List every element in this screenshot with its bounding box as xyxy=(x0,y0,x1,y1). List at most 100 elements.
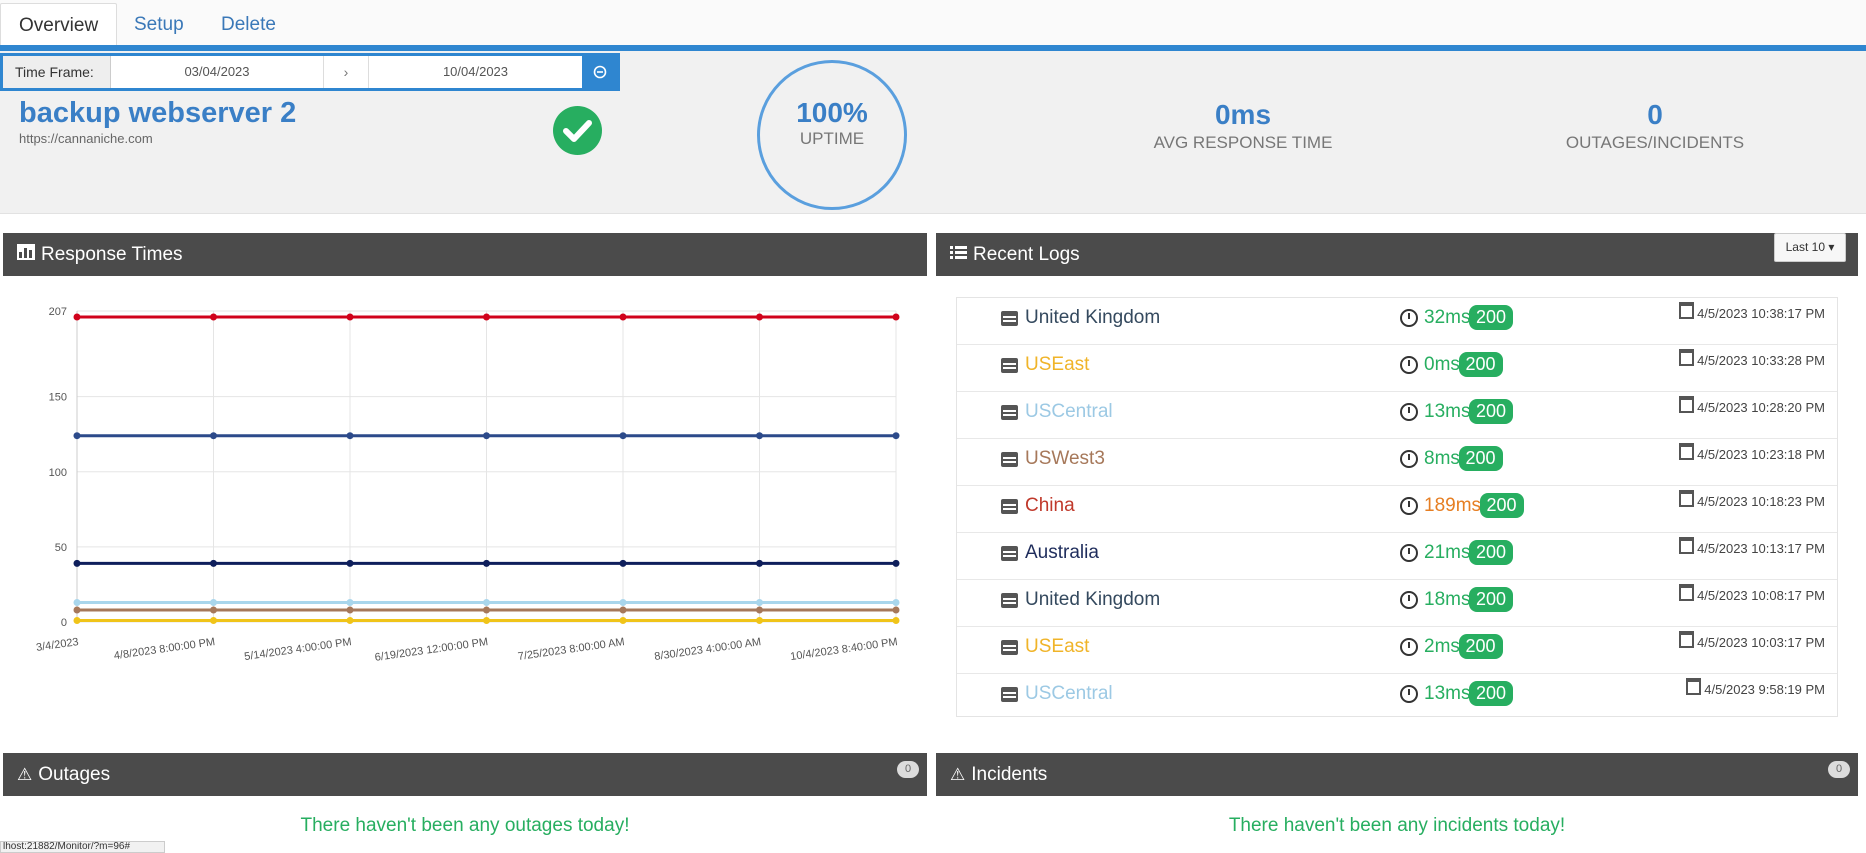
log-location[interactable]: USWest3 xyxy=(1025,448,1105,469)
y-tick-label: 0 xyxy=(61,617,67,629)
data-point xyxy=(483,606,490,614)
check-circle-icon xyxy=(553,106,602,155)
log-timestamp: 4/5/2023 10:03:17 PM xyxy=(1679,627,1825,659)
log-timestamp: 4/5/2023 10:33:28 PM xyxy=(1679,345,1825,377)
data-point xyxy=(346,616,354,624)
x-tick-label: 6/19/2023 12:00:00 PM xyxy=(374,636,489,664)
server-icon xyxy=(1001,311,1018,326)
tab-overview[interactable]: Overview xyxy=(0,3,118,46)
stopwatch-icon xyxy=(1400,638,1418,656)
log-location[interactable]: USEast xyxy=(1025,354,1090,375)
server-icon xyxy=(1001,640,1018,655)
log-location[interactable]: USCentral xyxy=(1025,683,1113,704)
monitor-name: backup webserver 2 xyxy=(19,97,297,129)
data-point xyxy=(210,616,217,624)
x-tick-label: 10/4/2023 8:40:00 PM xyxy=(790,636,899,663)
log-response-time: 13ms xyxy=(1424,683,1471,704)
data-point xyxy=(346,432,354,440)
data-point xyxy=(756,616,763,624)
data-point xyxy=(756,606,763,614)
data-point xyxy=(73,616,81,624)
response-times-header: Response Times xyxy=(3,233,927,276)
y-tick-label: 50 xyxy=(55,542,67,554)
y-tick-label: 207 xyxy=(49,306,67,318)
timeframe-end-input[interactable]: 10/04/2023 xyxy=(442,64,509,79)
log-response-time: 13ms xyxy=(1424,401,1471,422)
outages-title: Outages xyxy=(38,764,111,785)
log-location[interactable]: Australia xyxy=(1025,542,1099,563)
data-point xyxy=(619,313,627,321)
log-response-time: 32ms xyxy=(1424,307,1471,328)
data-point xyxy=(892,598,900,606)
incidents-empty-message: There haven't been any incidents today! xyxy=(1228,815,1566,836)
logs-filter-dropdown[interactable]: Last 10 ▾ xyxy=(1774,233,1846,262)
tab-setup[interactable]: Setup xyxy=(134,14,184,35)
data-point xyxy=(756,598,763,606)
log-status-code: 200 xyxy=(1469,305,1514,330)
log-status-code: 200 xyxy=(1469,587,1514,612)
log-location[interactable]: USEast xyxy=(1025,636,1090,657)
server-icon xyxy=(1001,687,1018,702)
log-location[interactable]: United Kingdom xyxy=(1025,307,1161,328)
list-icon xyxy=(950,233,967,276)
avg-response-label: AVG RESPONSE TIME xyxy=(1153,133,1333,152)
log-status-code: 200 xyxy=(1458,634,1503,659)
data-point xyxy=(892,432,900,440)
log-status-code: 200 xyxy=(1469,399,1514,424)
outages-panel: ⚠ Outages 0 There haven't been any outage… xyxy=(3,753,927,853)
timeframe-picker: Time Frame: 03/04/2023 › 10/04/2023 xyxy=(0,53,620,91)
log-timestamp: 4/5/2023 10:28:20 PM xyxy=(1679,392,1825,424)
log-row: Australia 21ms 200 4/5/2023 10:13:17 PM xyxy=(957,533,1837,580)
outages-stat: 0 OUTAGES/INCIDENTS xyxy=(1555,99,1755,153)
data-point xyxy=(73,606,81,614)
data-point xyxy=(892,606,900,614)
log-timestamp: 4/5/2023 10:08:17 PM xyxy=(1679,580,1825,612)
monitor-url: https://cannaniche.com xyxy=(19,131,153,146)
log-location[interactable]: China xyxy=(1025,495,1075,516)
incidents-count-badge: 0 xyxy=(1828,761,1850,778)
tab-delete[interactable]: Delete xyxy=(221,14,276,35)
x-tick-label: 8/30/2023 4:00:00 AM xyxy=(654,636,762,663)
data-point xyxy=(73,313,81,321)
data-point xyxy=(210,598,217,606)
uptime-label: UPTIME xyxy=(799,129,865,148)
server-icon xyxy=(1001,593,1018,608)
avg-response-stat: 0ms AVG RESPONSE TIME xyxy=(1138,99,1348,153)
log-status-code: 200 xyxy=(1469,681,1514,706)
log-response-time: 8ms xyxy=(1424,448,1460,469)
log-row: United Kingdom 32ms 200 4/5/2023 10:38:17 P… xyxy=(957,298,1837,345)
stopwatch-icon xyxy=(1400,403,1418,421)
server-icon xyxy=(1001,405,1018,420)
log-location[interactable]: United Kingdom xyxy=(1025,589,1161,610)
data-point xyxy=(892,559,900,567)
timeframe-start-input[interactable]: 03/04/2023 xyxy=(111,56,324,88)
timeframe-label: Time Frame: xyxy=(3,56,111,88)
log-timestamp: 4/5/2023 10:13:17 PM xyxy=(1679,533,1825,565)
timeframe-arrow: › xyxy=(324,56,369,88)
data-point xyxy=(346,598,354,606)
data-point xyxy=(346,313,354,321)
header-accent-bar xyxy=(0,45,1866,51)
log-response-time: 0ms xyxy=(1424,354,1460,375)
monitor-summary: Time Frame: 03/04/2023 › 10/04/2023 back… xyxy=(0,51,1866,214)
incidents-panel: ⚠ Incidents 0 There haven't been any inci… xyxy=(936,753,1858,853)
server-icon xyxy=(1001,546,1018,561)
circle-minus-icon xyxy=(593,65,606,79)
data-point xyxy=(73,598,81,606)
data-point xyxy=(210,313,217,321)
recent-logs-header: Recent Logs Last 10 ▾ xyxy=(936,233,1858,276)
outages-count-badge: 0 xyxy=(897,761,919,778)
data-point xyxy=(892,313,900,321)
stopwatch-icon xyxy=(1400,591,1418,609)
data-point xyxy=(756,313,763,321)
timeframe-apply-button[interactable] xyxy=(582,56,617,88)
recent-logs-list: United Kingdom 32ms 200 4/5/2023 10:38:17 P… xyxy=(956,297,1838,717)
stopwatch-icon xyxy=(1400,497,1418,515)
data-point xyxy=(210,432,217,440)
data-point xyxy=(619,616,627,624)
warning-icon: ⚠ xyxy=(950,765,966,784)
data-point xyxy=(619,598,627,606)
data-point xyxy=(483,598,490,606)
log-location[interactable]: USCentral xyxy=(1025,401,1113,422)
outages-empty-message: There haven't been any outages today! xyxy=(300,815,630,836)
